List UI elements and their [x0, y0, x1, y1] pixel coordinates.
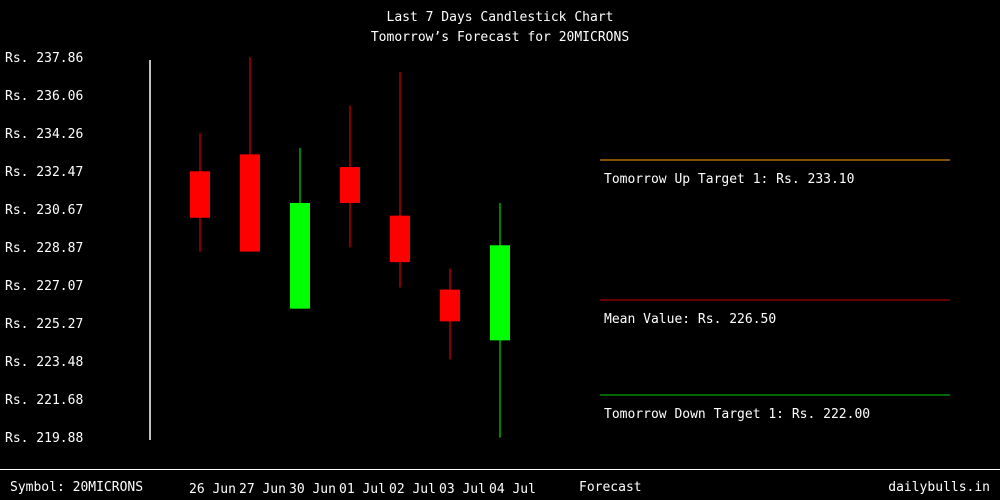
y-tick-labels: Rs. 237.86 Rs. 236.06 Rs. 234.26 Rs. 232.47…: [5, 51, 83, 446]
candle-body: [390, 215, 410, 263]
y-tick-label: Rs. 223.48: [5, 355, 83, 370]
y-tick-label: Rs. 230.67: [5, 203, 83, 218]
x-tick-label: 30 Jun: [289, 482, 336, 497]
x-tick-label: 03 Jul: [439, 482, 486, 497]
y-tick-label: Rs. 234.26: [5, 127, 83, 142]
target-label: Mean Value: Rs. 226.50: [604, 312, 776, 327]
candlestick-chart: Rs. 237.86 Rs. 236.06 Rs. 234.26 Rs. 232.47…: [5, 51, 950, 446]
footer-symbol: Symbol: 20MICRONS: [10, 480, 144, 495]
candle: [240, 57, 260, 252]
y-tick-label: Rs. 237.86: [5, 51, 83, 66]
footer-divider: [0, 469, 1000, 470]
y-tick-label: Rs. 232.47: [5, 165, 83, 180]
x-tick-label: 02 Jul: [389, 482, 436, 497]
chart-subtitle: Tomorrow’s Forecast for 20MICRONS: [370, 30, 630, 45]
x-tick-label: 04 Jul: [489, 482, 536, 497]
candle: [190, 133, 210, 252]
x-tick-label: 27 Jun: [239, 482, 286, 497]
y-tick-label: Rs. 221.68: [5, 393, 83, 408]
candle-body: [440, 289, 460, 322]
y-tick-label: Rs. 228.87: [5, 241, 83, 256]
candle: [290, 148, 310, 309]
candle-body: [290, 202, 310, 309]
chart-title: Last 7 Days Candlestick Chart: [386, 10, 614, 25]
y-tick-label: Rs. 219.88: [5, 431, 83, 446]
candle: [490, 202, 510, 438]
y-tick-label: Rs. 225.27: [5, 317, 83, 332]
target-label: Tomorrow Up Target 1: Rs. 233.10: [604, 172, 854, 187]
x-tick-label: 01 Jul: [339, 482, 386, 497]
candle-body: [340, 167, 360, 203]
candle-body: [190, 171, 210, 218]
footer-forecast-label: Forecast: [579, 480, 642, 495]
forecast-targets: Tomorrow Up Target 1: Rs. 233.10 Mean Val…: [600, 159, 950, 422]
candle: [340, 105, 360, 248]
footer-brand: dailybulls.in: [888, 480, 990, 495]
x-tick-label: 26 Jun: [189, 482, 236, 497]
candle-body: [240, 154, 260, 252]
y-tick-label: Rs. 227.07: [5, 279, 83, 294]
candles: [190, 57, 510, 438]
candle-body: [490, 245, 510, 341]
candle: [390, 71, 410, 288]
y-tick-label: Rs. 236.06: [5, 89, 83, 104]
candle: [440, 268, 460, 360]
target-label: Tomorrow Down Target 1: Rs. 222.00: [604, 407, 870, 422]
